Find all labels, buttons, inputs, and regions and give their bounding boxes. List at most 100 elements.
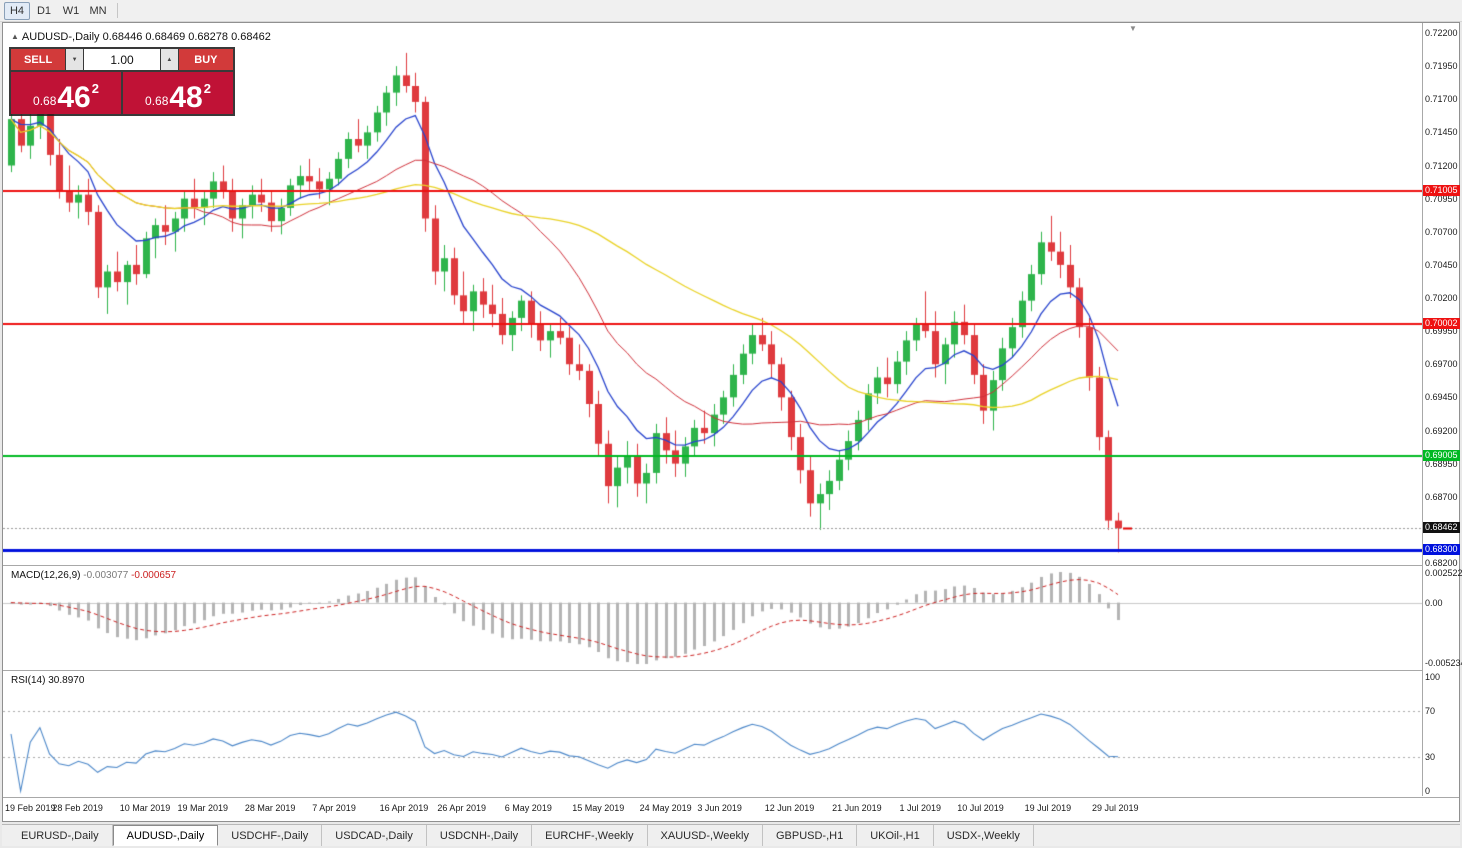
price-tick: 0.71950 [1425, 61, 1458, 72]
chevron-up-icon: ▲ [166, 56, 173, 63]
macd-indicator-name: MACD(12,26,9) [11, 570, 81, 581]
chart-tab-audusd[interactable]: AUDUSD-,Daily [112, 825, 219, 846]
macd-canvas[interactable] [3, 566, 1422, 670]
chart-tab-gbpusd[interactable]: GBPUSD-,H1 [763, 825, 858, 846]
date-label: 15 May 2019 [572, 803, 625, 813]
level-badge: 0.69005 [1423, 450, 1460, 462]
chart-tab-xauusd[interactable]: XAUUSD-,Weekly [648, 825, 763, 846]
timeframe-h4-button[interactable]: H4 [4, 1, 30, 20]
buy-price-display[interactable]: 0.68 48 2 [123, 72, 233, 114]
toolbar-separator [117, 3, 118, 18]
macd-main-value: -0.003077 [83, 570, 129, 581]
macd-panel-separator[interactable] [3, 565, 1459, 566]
price-tick: 0.68700 [1425, 491, 1458, 502]
date-label: 24 May 2019 [639, 803, 692, 813]
price-tick: 0.72200 [1425, 28, 1458, 38]
level-badge: 0.68300 [1423, 543, 1460, 555]
chart-tab-ukoil[interactable]: UKOil-,H1 [857, 825, 934, 846]
date-label: 29 Jul 2019 [1092, 803, 1139, 813]
date-label: 19 Feb 2019 [5, 803, 56, 813]
buy-price-big-digits: 48 [169, 81, 203, 114]
price-tick: 0.70700 [1425, 226, 1458, 237]
timeframe-toolbar: H4 D1 W1 MN [0, 0, 1462, 22]
date-label: 6 May 2019 [504, 803, 552, 813]
rsi-indicator-name: RSI(14) [11, 675, 46, 686]
price-tick: 0.68950 [1425, 458, 1458, 469]
price-axis[interactable] [1422, 23, 1459, 796]
macd-axis-label: 0.00 [1425, 597, 1443, 608]
price-tick: 0.69950 [1425, 326, 1458, 337]
rsi-axis-label: 100 [1425, 672, 1441, 682]
price-tick: 0.70200 [1425, 293, 1458, 303]
price-tick: 0.71450 [1425, 127, 1458, 138]
macd-axis-label: -0.0052340 [1425, 658, 1462, 668]
chart-tab-usdcad[interactable]: USDCAD-,Daily [322, 825, 427, 846]
time-axis[interactable]: 19 Feb 2019 28 Feb 2019 10 Mar 2019 19 Mar … [3, 798, 1422, 821]
chart-window[interactable]: 19 Feb 2019 28 Feb 2019 10 Mar 2019 19 Mar … [2, 22, 1462, 822]
date-label: 19 Mar 2019 [177, 803, 229, 813]
date-label: 3 Jun 2019 [697, 803, 742, 813]
price-tick: 0.69700 [1425, 359, 1458, 370]
rsi-panel-separator[interactable] [3, 670, 1459, 671]
rsi-axis-label: 30 [1425, 751, 1436, 762]
chart-shift-marker: ▼ [1129, 24, 1137, 33]
volume-increase-button[interactable]: ▲ [161, 49, 178, 70]
chart-tab-usdcnh[interactable]: USDCNH-,Daily [427, 825, 533, 846]
sell-price-pipette: 2 [91, 81, 99, 96]
price-tick: 0.69200 [1425, 425, 1458, 436]
date-label: 7 Apr 2019 [312, 803, 356, 813]
time-axis-separator [3, 797, 1459, 798]
date-label: 26 Apr 2019 [437, 803, 486, 813]
price-tick: 0.71700 [1425, 94, 1458, 105]
rsi-canvas[interactable] [3, 671, 1422, 797]
price-tick: 0.71200 [1425, 160, 1458, 171]
sell-price-prefix: 0.68 [33, 94, 57, 108]
price-chart-canvas[interactable] [3, 23, 1422, 565]
chart-tab-bar: EURUSD-,Daily AUDUSD-,Daily USDCHF-,Daily U… [2, 824, 1460, 846]
volume-input[interactable] [84, 49, 160, 70]
price-tick: 0.70950 [1425, 193, 1458, 204]
date-label: 1 Jul 2019 [899, 803, 942, 813]
chart-tab-usdx[interactable]: USDX-,Weekly [934, 825, 1034, 846]
chart-symbol-period: AUDUSD-,Daily [21, 31, 100, 43]
rsi-label: RSI(14) 30.8970 [11, 675, 84, 686]
one-click-trading-panel: SELL ▼ ▲ BUY 0.68 46 2 0.68 48 2 [9, 47, 235, 116]
timeframe-d1-button[interactable]: D1 [36, 4, 52, 17]
chart-tab-usdchf[interactable]: USDCHF-,Daily [218, 825, 323, 846]
date-label: 10 Jul 2019 [957, 803, 1004, 813]
date-label: 21 Jun 2019 [832, 803, 882, 813]
chart-tab-eurchf[interactable]: EURCHF-,Weekly [532, 825, 648, 846]
chevron-down-icon: ▼ [71, 56, 78, 63]
chart-title: ▲ AUDUSD-,Daily 0.68446 0.68469 0.68278 0… [11, 31, 271, 43]
rsi-axis-label: 0 [1425, 786, 1431, 796]
level-badge: 0.70002 [1423, 318, 1460, 330]
chart-ohlc-values: 0.68446 0.68469 0.68278 0.68462 [102, 31, 271, 43]
price-tick: 0.70450 [1425, 259, 1458, 270]
sell-price-display[interactable]: 0.68 46 2 [11, 72, 121, 114]
macd-signal-value: -0.000657 [131, 570, 177, 581]
price-tick: 0.68200 [1425, 558, 1458, 568]
price-tick: 0.69450 [1425, 392, 1458, 403]
chart-tab-eurusd[interactable]: EURUSD-,Daily [8, 825, 113, 846]
macd-label: MACD(12,26,9) -0.003077 -0.000657 [11, 570, 176, 581]
date-label: 28 Mar 2019 [244, 803, 296, 813]
timeframe-mn-button[interactable]: MN [89, 4, 107, 17]
current-price-badge: 0.68462 [1423, 522, 1460, 534]
volume-decrease-button[interactable]: ▼ [66, 49, 83, 70]
sell-button[interactable]: SELL [11, 49, 66, 70]
date-label: 28 Feb 2019 [52, 803, 103, 813]
buy-button[interactable]: BUY [178, 49, 233, 70]
date-label: 16 Apr 2019 [379, 803, 429, 813]
date-label: 19 Jul 2019 [1024, 803, 1072, 813]
rsi-value: 30.8970 [48, 675, 85, 686]
date-label: 10 Mar 2019 [119, 803, 171, 813]
buy-price-prefix: 0.68 [145, 94, 169, 108]
date-label: 12 Jun 2019 [764, 803, 815, 813]
rsi-axis-label: 70 [1425, 706, 1436, 717]
level-badge: 0.71005 [1423, 185, 1460, 197]
chart-symbol-icon: ▲ [11, 32, 19, 41]
buy-price-pipette: 2 [203, 81, 211, 96]
sell-price-big-digits: 46 [57, 81, 91, 114]
timeframe-w1-button[interactable]: W1 [62, 4, 80, 17]
